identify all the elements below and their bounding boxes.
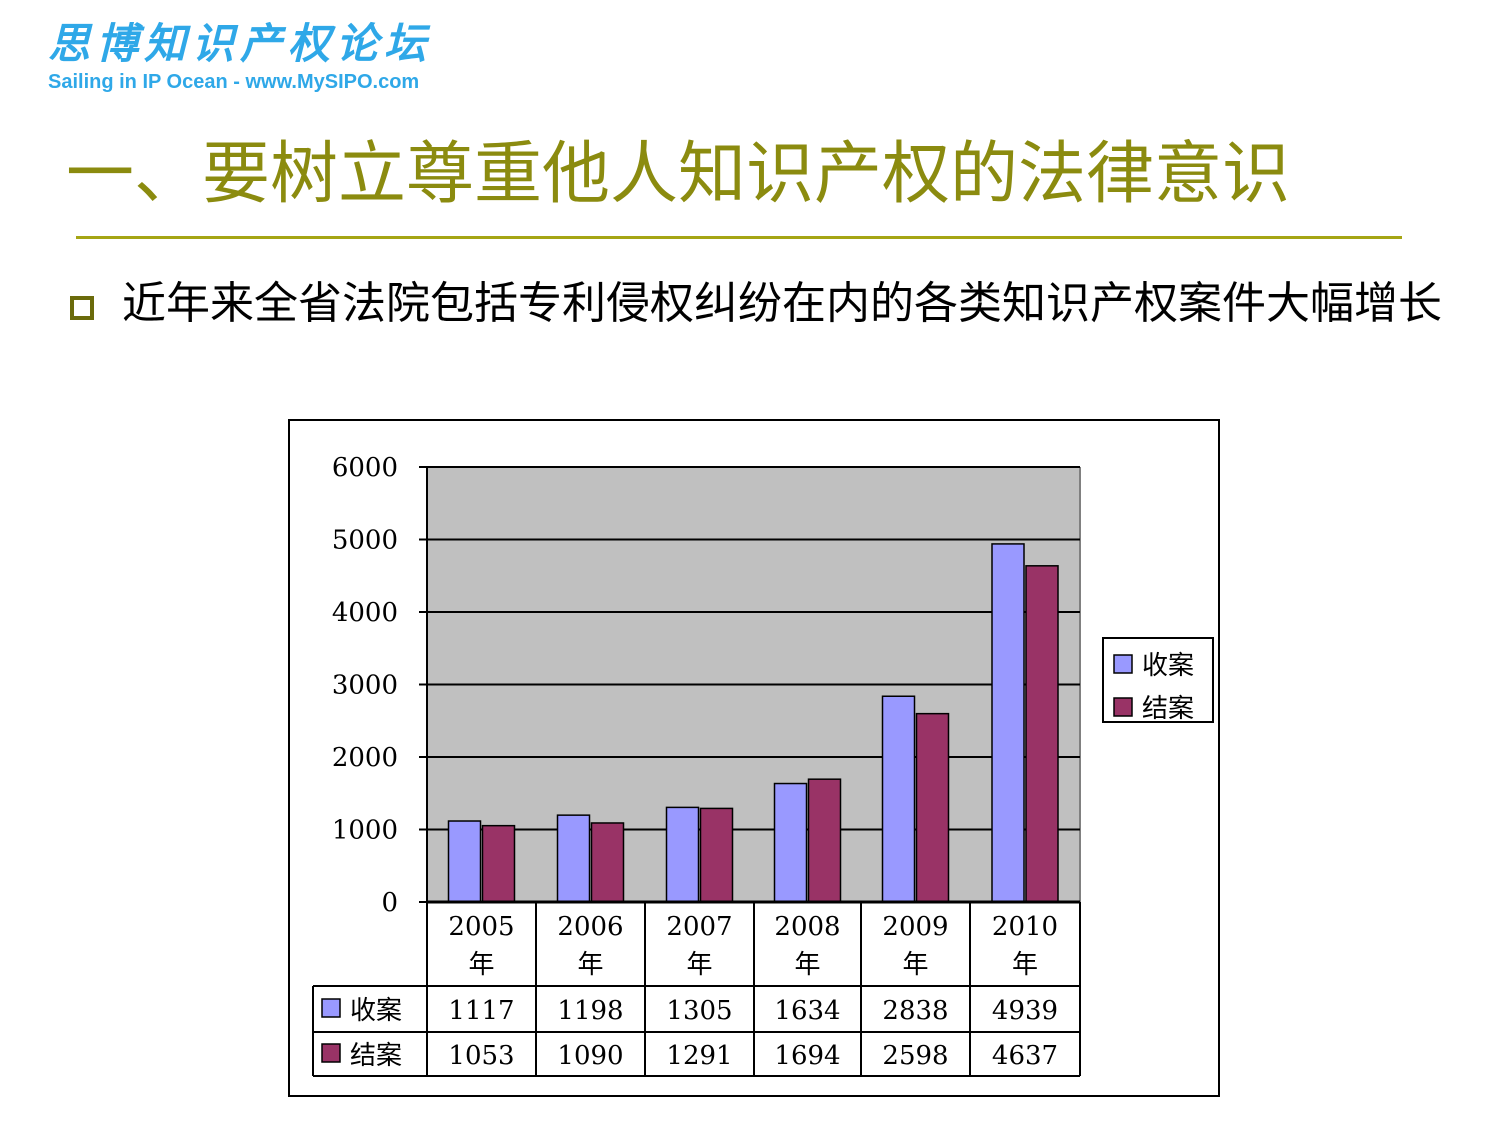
- bar-chart: 0 1000 2000 3000 4000 5000 6000 2005 年 2006 年 2007 年…: [312, 453, 1214, 1077]
- table-legend-swatch: [321, 998, 341, 1018]
- x-tick-label: 2008: [774, 912, 840, 942]
- table-cell: 1634: [774, 996, 840, 1026]
- bar-closed-2009: [915, 712, 950, 903]
- x-tick-label-unit: 年: [468, 950, 494, 980]
- bar-filed-2008: [773, 782, 808, 903]
- table-cell: 2838: [882, 996, 948, 1026]
- bar-closed-2006: [590, 822, 625, 903]
- table-row-header: 收案: [350, 996, 402, 1026]
- y-tick-label: 4000: [332, 598, 398, 628]
- table-cell: 1117: [448, 996, 514, 1026]
- y-tick-label: 2000: [332, 743, 398, 773]
- bar-filed-2007: [665, 806, 700, 903]
- y-tick-label: 3000: [332, 671, 398, 701]
- x-tick-label: 2006: [557, 912, 623, 942]
- legend-swatch: [1113, 654, 1133, 674]
- bullet-square-icon: [70, 296, 94, 320]
- bar-closed-2007: [699, 807, 734, 903]
- bullet-text: 近年来全省法院包括专利侵权纠纷在内的各类知识产权案件大幅增长: [122, 278, 1442, 329]
- bar-filed-2006: [556, 814, 591, 903]
- y-tick-label: 1000: [332, 816, 398, 846]
- x-tick-label-unit: 年: [902, 950, 928, 980]
- logo-chinese-text: 思博知识产权论坛: [48, 19, 433, 68]
- y-tick-label: 5000: [332, 526, 398, 556]
- title-divider: [76, 236, 1402, 239]
- table-cell: 4939: [992, 996, 1058, 1026]
- x-tick-label-unit: 年: [686, 950, 712, 980]
- bar-filed-2009: [881, 695, 916, 903]
- bar-filed-2005: [447, 820, 482, 903]
- x-tick-label: 2009: [882, 912, 948, 942]
- table-cell: 1198: [557, 996, 623, 1026]
- table-cell: 2598: [882, 1041, 948, 1071]
- x-tick-label-unit: 年: [577, 950, 603, 980]
- y-tick-label: 6000: [332, 453, 398, 483]
- x-tick-label-unit: 年: [794, 950, 820, 980]
- table-cell: 1305: [666, 996, 732, 1026]
- legend-label: 结案: [1142, 694, 1194, 724]
- table-cell: 1694: [774, 1041, 840, 1071]
- legend-swatch: [1113, 697, 1133, 717]
- table-cell: 1090: [557, 1041, 623, 1071]
- legend-label: 收案: [1142, 651, 1194, 681]
- bar-closed-2005: [481, 824, 516, 903]
- bar-closed-2008: [807, 778, 842, 903]
- x-tick-label: 2010: [992, 912, 1058, 942]
- slide-title: 一、要树立尊重他人知识产权的法律意识: [66, 135, 1291, 214]
- x-tick-label: 2005: [448, 912, 514, 942]
- table-cell: 4637: [992, 1041, 1058, 1071]
- y-tick-label: 0: [381, 888, 398, 918]
- table-row-header: 结案: [350, 1041, 402, 1071]
- table-cell: 1291: [666, 1041, 732, 1071]
- x-tick-label-unit: 年: [1012, 950, 1038, 980]
- x-tick-label: 2007: [666, 912, 732, 942]
- logo: 思博知识产权论坛 Sailing in IP Ocean - www.MySIP…: [48, 20, 432, 94]
- bar-filed-2010: [991, 543, 1025, 903]
- table-cell: 1053: [448, 1041, 514, 1071]
- chart-frame: 0 1000 2000 3000 4000 5000 6000 2005 年 2006 年 2007 年…: [288, 419, 1220, 1097]
- logo-english-text: Sailing in IP Ocean - www.MySIPO.com: [48, 71, 420, 93]
- table-legend-swatch: [321, 1043, 341, 1063]
- bar-closed-2010: [1025, 565, 1059, 903]
